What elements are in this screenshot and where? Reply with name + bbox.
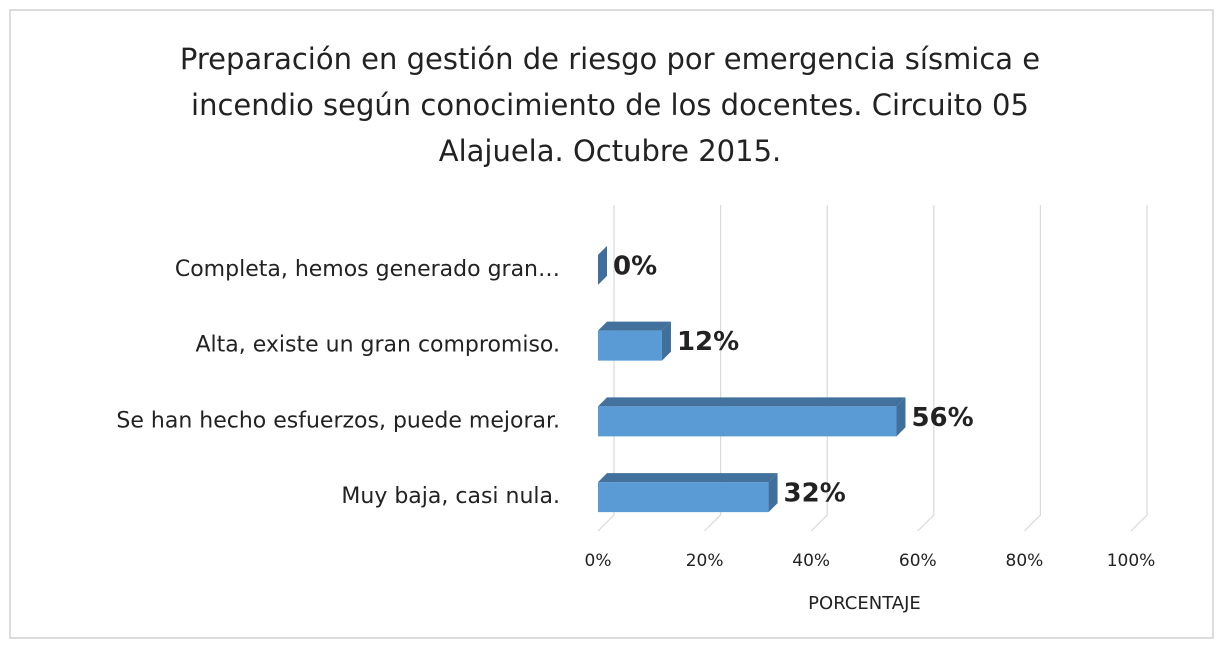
x-tick-label: 20% [686,551,724,571]
y-tick-label: Completa, hemos generado gran… [175,257,560,282]
data-label: 56% [911,403,973,433]
grid-line [597,205,615,532]
bar-top [598,397,906,407]
x-tick-label: 0% [585,551,612,571]
x-tick-label: 80% [1006,551,1044,571]
grid-line [917,205,935,532]
bar-side [661,321,671,361]
bar-top [598,473,778,483]
y-tick-label: Se han hecho esfuerzos, puede mejorar. [116,408,560,433]
chart-title: Preparación en gestión de riesgo por eme… [179,42,1041,168]
y-tick-label: Muy baja, casi nula. [341,484,560,509]
grid-line [1130,205,1148,532]
bar-side [598,245,607,285]
grid-line [810,205,828,532]
bar [598,406,897,437]
data-label: 32% [784,479,846,509]
x-tick-label: 100% [1107,551,1156,571]
y-tick-label: Alta, existe un gran compromiso. [195,333,560,358]
bar [598,482,769,513]
x-tick-label: 40% [792,551,830,571]
x-tick-label: 60% [899,551,937,571]
x-axis-label: PORCENTAJE [808,593,921,614]
grid-line [704,205,722,532]
bar-top [598,321,671,331]
bar-side [896,397,906,437]
data-label: 12% [677,327,739,357]
bar [598,330,662,361]
data-label: 0% [613,251,657,281]
chart-border [9,9,1214,639]
grid-line [1023,205,1041,532]
bar-side [768,473,778,513]
